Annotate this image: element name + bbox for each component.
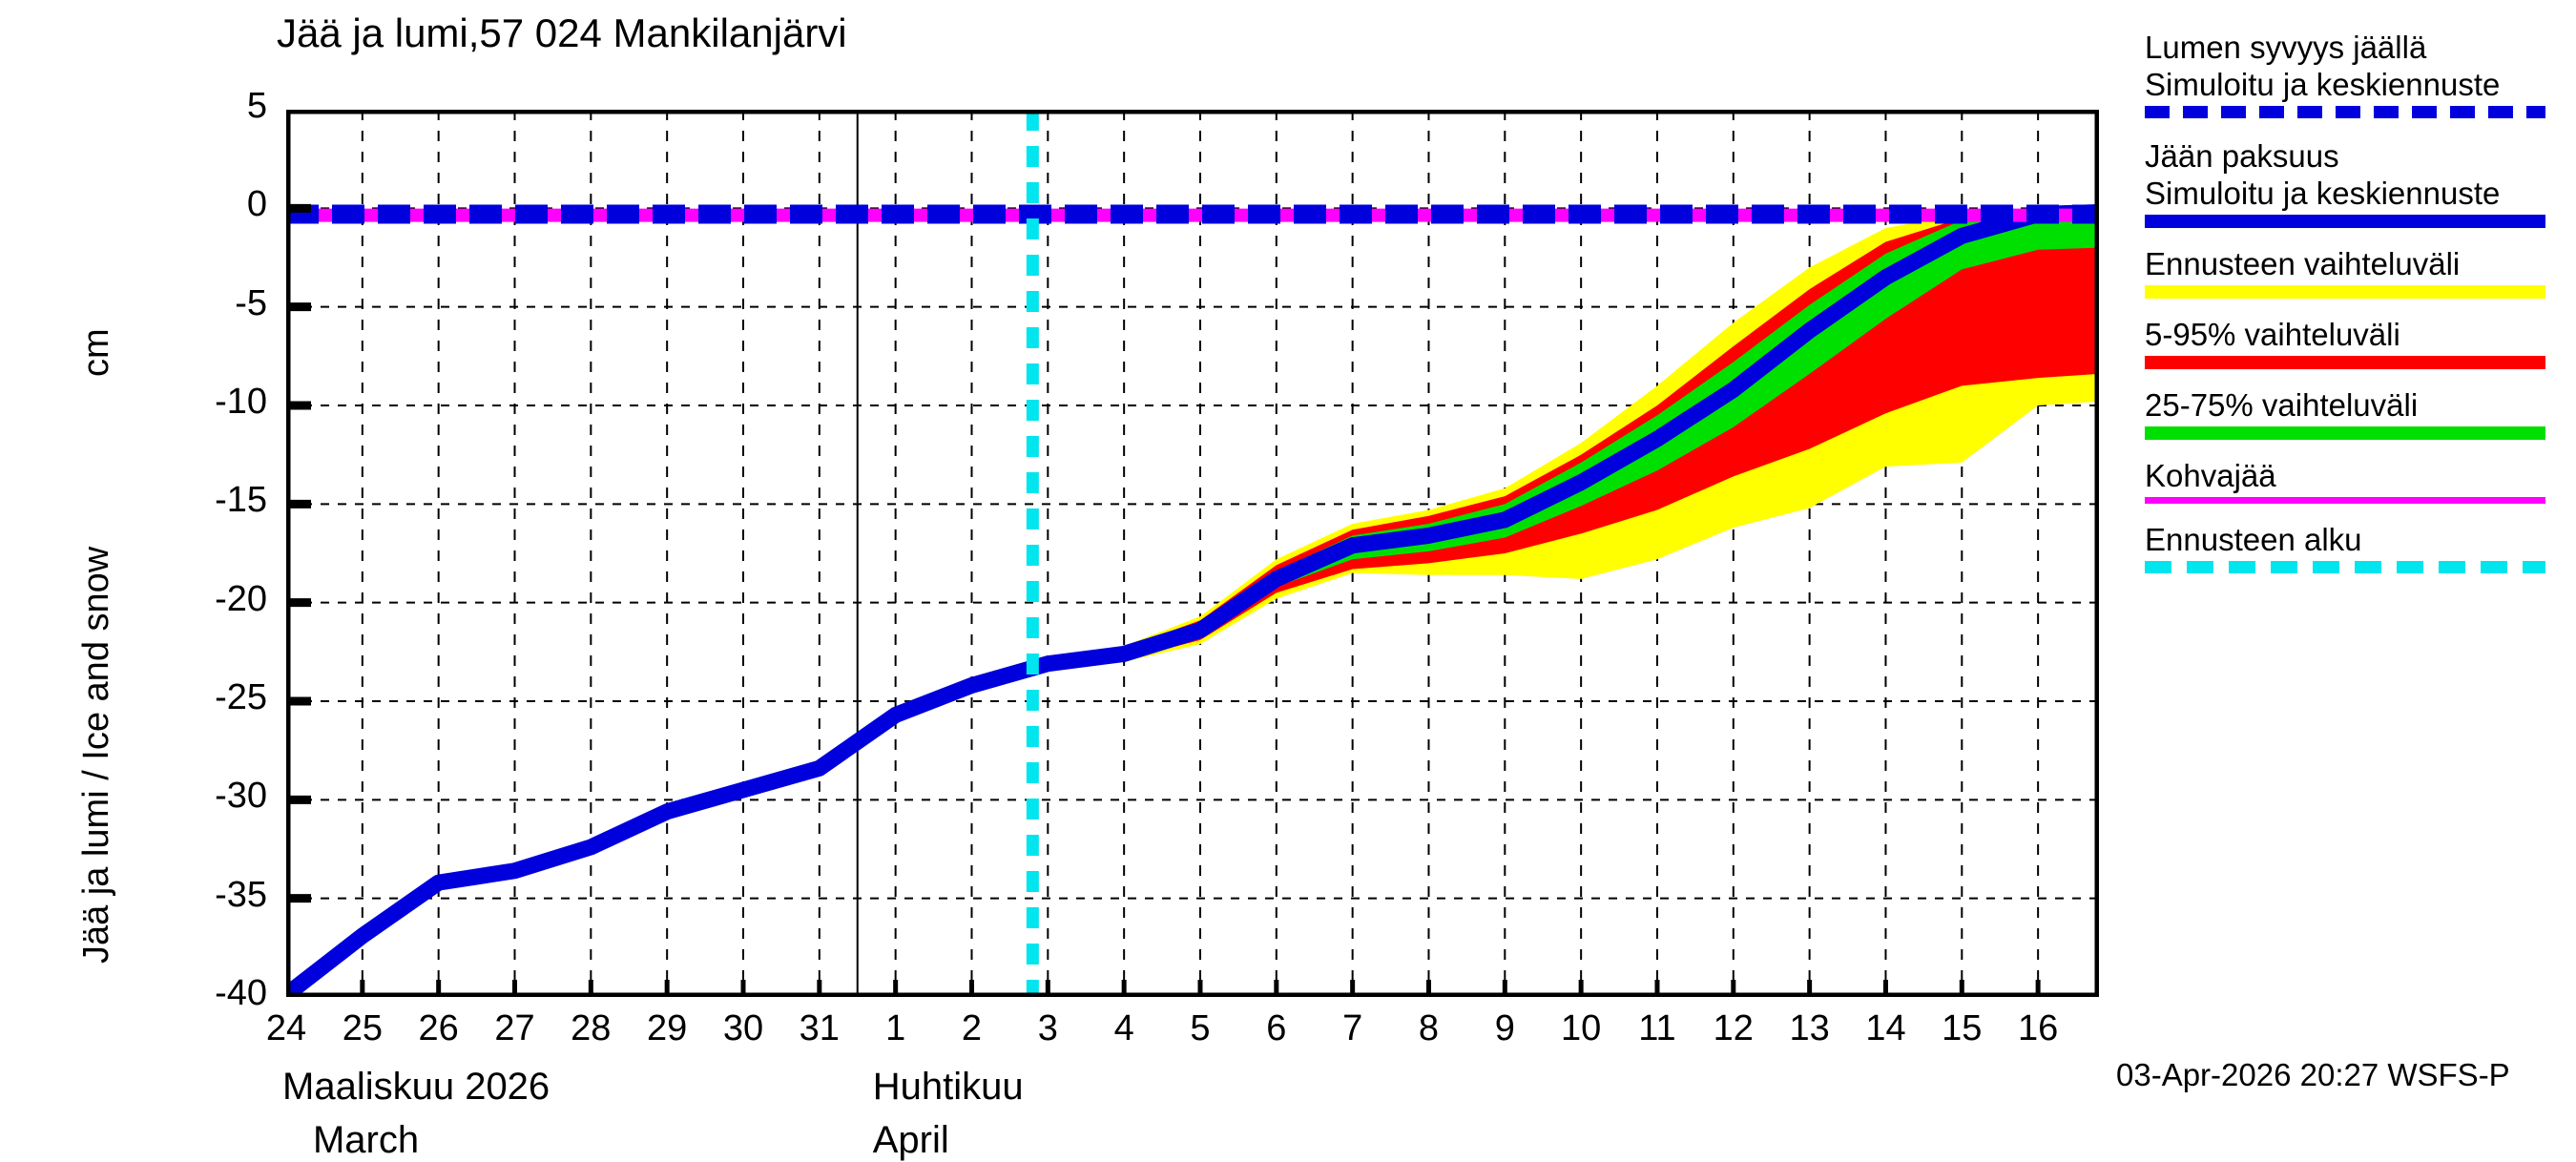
y-tick-label: -30: [215, 776, 267, 817]
x-tick-label: 28: [571, 1008, 612, 1048]
legend-swatch: [2145, 561, 2545, 573]
x-tick-label: 5: [1190, 1008, 1211, 1048]
legend-item: Ennusteen vaihteluväli: [2145, 245, 2565, 299]
legend-item-label: 5-95% vaihteluväli: [2145, 317, 2400, 352]
legend-item-label: 25-75% vaihteluväli: [2145, 387, 2419, 423]
x-tick-label: 26: [418, 1008, 459, 1048]
y-tick-label: 5: [246, 86, 267, 126]
x-tick-label: 9: [1494, 1008, 1515, 1048]
x-tick-label: 11: [1638, 1008, 1676, 1048]
x-tick-label: 30: [722, 1008, 764, 1048]
legend: Lumen syvyys jäällä Simuloitu ja keskien…: [2145, 29, 2565, 575]
footer-timestamp: 03-Apr-2026 20:27 WSFS-P: [2116, 1057, 2510, 1092]
x-tick-label: 12: [1713, 1008, 1754, 1048]
x-tick-label: 1: [885, 1008, 906, 1048]
legend-item-label: Kohvajää: [2145, 458, 2276, 493]
chart-title: Jää ja lumi,57 024 Mankilanjärvi: [277, 10, 847, 55]
ice-thickness-line: [286, 203, 2099, 997]
legend-item: 5-95% vaihteluväli: [2145, 316, 2565, 369]
x-tick-label: 24: [265, 1008, 307, 1048]
x-tick-label: 4: [1113, 1008, 1134, 1048]
y-tick-label: -15: [215, 480, 267, 521]
legend-swatch: [2145, 426, 2545, 440]
legend-group2-title: Jään paksuus: [2145, 138, 2339, 174]
y-tick-label: -40: [215, 973, 267, 1013]
legend-swatch-ice-thickness: [2145, 215, 2545, 228]
x-tick-label: 8: [1418, 1008, 1440, 1048]
legend-swatch: [2145, 497, 2545, 504]
legend-swatch: [2145, 356, 2545, 369]
legend-swatch: [2145, 285, 2545, 299]
month-label-fi-april: Huhtikuu: [872, 1066, 1024, 1108]
x-tick-label: 25: [342, 1008, 383, 1048]
x-tick-label: 6: [1266, 1008, 1287, 1048]
x-tick-label: 16: [2017, 1008, 2059, 1048]
month-label-fi-march: Maaliskuu 2026: [282, 1066, 551, 1108]
y-tick-label: -20: [215, 578, 267, 619]
legend-item-list: Ennusteen vaihteluväli 5-95% vaihteluväli…: [2145, 245, 2565, 573]
x-tick-label: 15: [1942, 1008, 1983, 1048]
y-tick-label: 0: [246, 184, 267, 225]
y-tick-label: -35: [215, 874, 267, 915]
x-tick-label: 2: [961, 1008, 983, 1048]
x-tick-label: 14: [1865, 1008, 1906, 1048]
legend-item-label: Ennusteen alku: [2145, 522, 2362, 557]
plot-area: [286, 110, 2099, 997]
legend-group1-subtitle: Simuloitu ja keskiennuste: [2145, 67, 2501, 102]
legend-item-label: Ennusteen vaihteluväli: [2145, 246, 2461, 281]
x-tick-label: 7: [1342, 1008, 1363, 1048]
legend-group1-title: Lumen syvyys jäällä: [2145, 30, 2427, 65]
y-tick-label: -5: [235, 282, 267, 323]
legend-item: Ennusteen alku: [2145, 521, 2565, 573]
y-tick-label: -10: [215, 382, 267, 422]
x-tick-label: 29: [647, 1008, 688, 1048]
y-tick-label: -25: [215, 677, 267, 717]
legend-group2-subtitle: Simuloitu ja keskiennuste: [2145, 176, 2501, 211]
legend-item: 25-75% vaihteluväli: [2145, 386, 2565, 440]
month-label-en-march: March: [312, 1119, 420, 1161]
legend-swatch-snow-depth: [2145, 106, 2545, 118]
month-label-en-april: April: [872, 1119, 949, 1161]
y-axis-unit-label: cm: [76, 328, 116, 377]
x-tick-label: 31: [799, 1008, 840, 1048]
x-tick-label: 3: [1037, 1008, 1058, 1048]
x-tick-label: 27: [494, 1008, 535, 1048]
x-tick-label: 13: [1789, 1008, 1830, 1048]
legend-item: Kohvajää: [2145, 457, 2565, 504]
band-00e000: [1048, 212, 2099, 668]
x-tick-label: 10: [1561, 1008, 1602, 1048]
y-axis-label: Jää ja lumi / Ice and snow: [76, 546, 116, 964]
